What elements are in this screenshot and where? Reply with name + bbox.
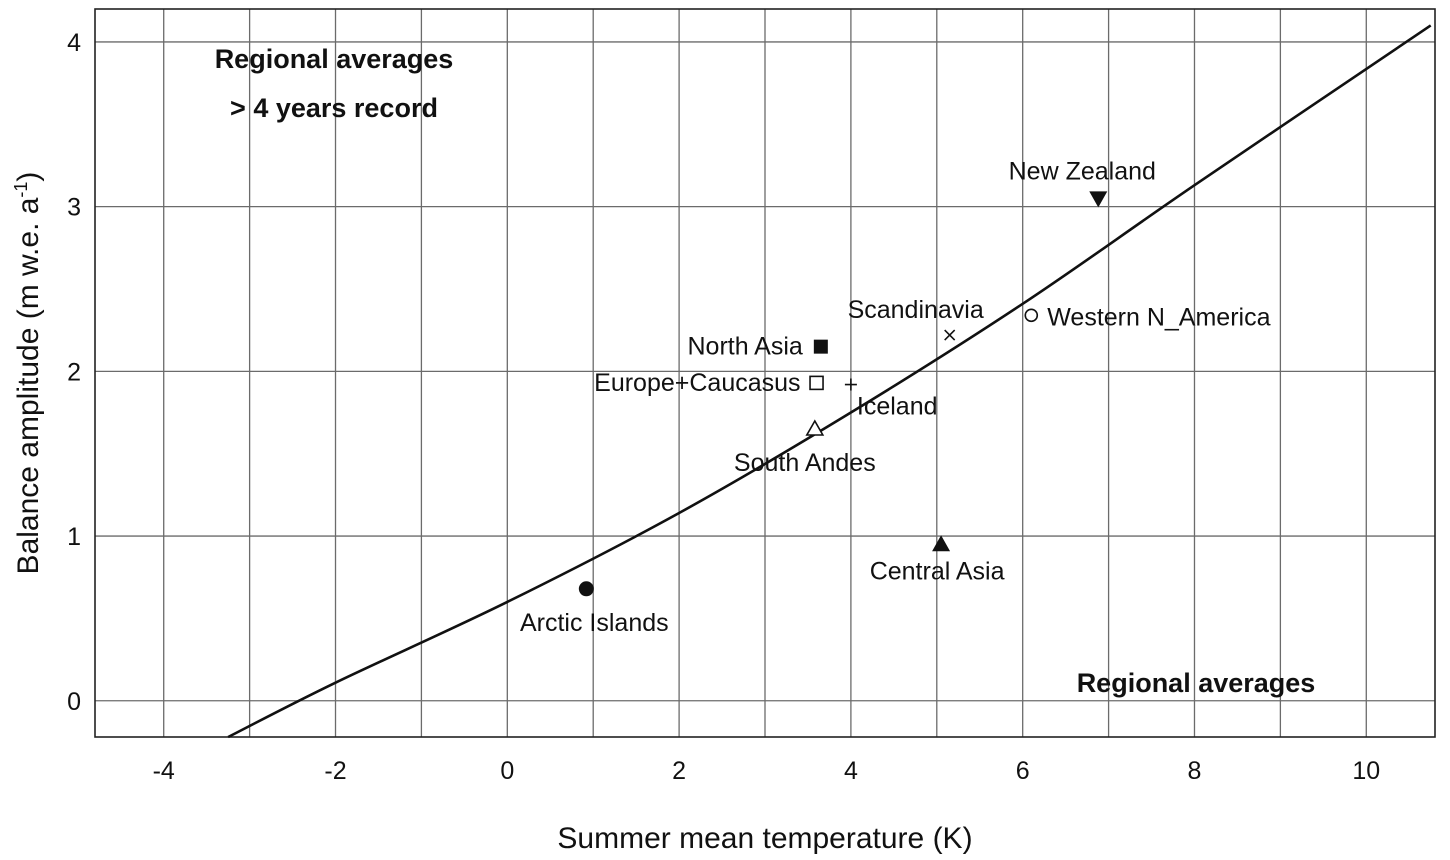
point-western-n-america-marker: [1024, 308, 1039, 323]
point-new-zealand-marker: [1089, 191, 1108, 208]
point-south-andes-label: South Andes: [734, 449, 876, 477]
fit-curve: [227, 24, 1432, 739]
grid: [95, 9, 1435, 737]
y-axis-title-superscript: -1: [11, 182, 31, 198]
point-new-zealand-label: New Zealand: [1009, 157, 1156, 185]
x-tick-label: 4: [844, 757, 858, 785]
y-tick-label: 2: [67, 358, 81, 386]
x-tick-label: -4: [153, 757, 175, 785]
point-iceland-marker: [844, 378, 857, 391]
y-tick-label: 0: [67, 688, 81, 716]
point-western-n-america-label: Western N_America: [1047, 303, 1270, 331]
annotation-top-left-line1: Regional averages: [215, 44, 454, 74]
x-axis-title: Summer mean temperature (K): [557, 822, 972, 855]
point-scandinavia-label: Scandinavia: [848, 296, 984, 324]
y-tick-label: 1: [67, 523, 81, 551]
y-axis-ticks: 0 1 2 3 4: [67, 29, 81, 716]
point-north-asia-label: North Asia: [687, 333, 802, 361]
x-tick-label: 2: [672, 757, 686, 785]
y-tick-label: 3: [67, 194, 81, 222]
x-tick-label: 10: [1352, 757, 1380, 785]
annotation-bottom-right: Regional averages: [1077, 668, 1316, 698]
point-iceland-label: Iceland: [857, 393, 938, 421]
x-tick-label: 6: [1016, 757, 1030, 785]
y-axis-title: Balance amplitude (m w.e. a-1): [11, 172, 45, 575]
point-scandinavia-marker: [944, 329, 956, 341]
point-north-asia-marker: [813, 339, 828, 354]
point-arctic-islands-label: Arctic Islands: [520, 609, 669, 637]
x-tick-label: 8: [1188, 757, 1202, 785]
point-central-asia-marker: [932, 535, 951, 552]
x-tick-label: -2: [324, 757, 346, 785]
y-axis-title-main: Balance amplitude (m w.e. a: [12, 197, 45, 574]
data-points: Arctic Islands North Asia Europe+Caucasus I…: [520, 157, 1271, 636]
plot-frame: [94, 8, 1436, 738]
annotation-top-left-line2: > 4 years record: [230, 93, 438, 123]
x-axis-ticks: -4 -2 0 2 4 6 8 10: [153, 757, 1381, 785]
point-arctic-islands-marker: [578, 581, 594, 597]
y-tick-label: 4: [67, 29, 81, 57]
x-tick-label: 0: [500, 757, 514, 785]
point-central-asia-label: Central Asia: [870, 557, 1005, 585]
point-europe-caucasus-label: Europe+Caucasus: [594, 369, 800, 397]
point-south-andes-marker: [805, 419, 825, 436]
point-europe-caucasus-marker: [809, 375, 824, 391]
y-axis-title-close: ): [12, 172, 45, 182]
